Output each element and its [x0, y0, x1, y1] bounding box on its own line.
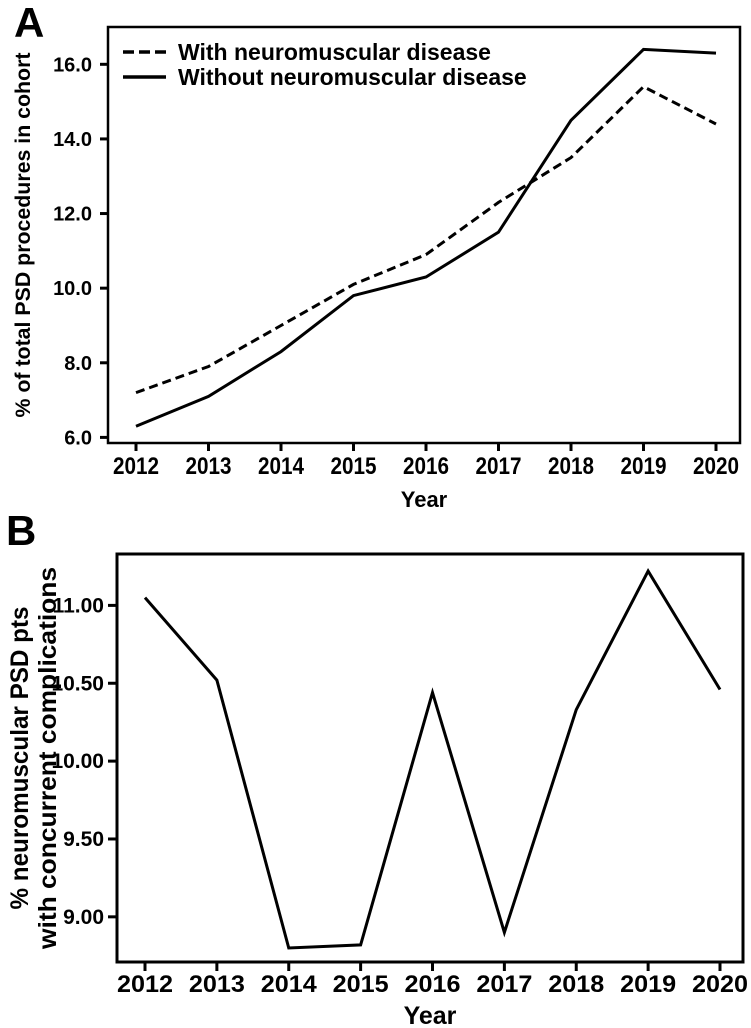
panel-b-y-tick-label: 10.50: [51, 672, 104, 695]
panel-b-x-tick-label: 2018: [548, 971, 604, 998]
panel-a-x-axis-title: Year: [401, 487, 448, 512]
panel-a-y-tick-label: 14.0: [53, 129, 92, 151]
panel-b-x-tick-label: 2015: [333, 971, 389, 998]
panel-a-x-tick-label: 2012: [113, 453, 159, 480]
panel-b-y-tick-label: 10.00: [51, 750, 104, 773]
panel-b-y-tick-label: 11.00: [53, 594, 104, 617]
panel-b-plot-box: [115, 552, 745, 964]
panel-a-x-tick-label: 2015: [331, 453, 377, 480]
panel-b-x-tick-label: 2013: [189, 971, 245, 998]
panel-a-y-axis-title: % of total PSD procedures in cohort: [12, 52, 35, 417]
panel-b-y-tick-label: 9.50: [63, 828, 104, 851]
panel-a-x-tick-label: 2019: [621, 453, 667, 480]
panel-a-x-tick-label: 2016: [403, 453, 449, 480]
panel-b-letter: B: [6, 507, 37, 554]
panel-b-x-tick-label: 2020: [692, 971, 748, 998]
panel-b-x-tick-label: 2012: [117, 971, 173, 998]
legend-label-without-neuromuscular-disease: Without neuromuscular disease: [178, 64, 527, 90]
panel-a-y-tick-label: 6.0: [64, 427, 92, 449]
panel-a-series-line-with-neuromuscular-disease: [135, 84, 717, 395]
panel-b-y-axis-title: with concurrent complications: [34, 567, 62, 950]
panel-a-y-tick-label: 12.0: [53, 204, 92, 226]
panel-b-y-tick-label: 9.00: [63, 906, 104, 929]
panel-b-x-tick-label: 2014: [261, 971, 318, 998]
panel-a-letter: A: [14, 0, 45, 46]
panel-a-x-tick-label: 2013: [186, 453, 232, 480]
panel-a-plot-box: [106, 25, 742, 445]
panel-a-x-tick-label: 2018: [548, 453, 594, 480]
panel-a-series-line-without-neuromuscular-disease: [135, 47, 717, 428]
panel-b-x-tick-label: 2019: [620, 971, 676, 998]
panel-a-y-tick-label: 16.0: [53, 54, 92, 76]
panel-a-y-tick-label: 8.0: [64, 353, 92, 375]
panel-a-x-tick-label: 2017: [476, 453, 522, 480]
panel-b-series-line-neuromuscular-psd-pts-with-concurrent-co: [143, 568, 722, 950]
panel-a-x-tick-label: 2020: [693, 453, 739, 480]
panel-a-chart: 6.0 8.0 10.0 12.0 14.0 16.0 2012 2013 2014 2015 20…: [12, 25, 742, 512]
panel-b-x-axis-title: Year: [404, 1002, 457, 1028]
panel-b-y-axis-title: % neuromuscular PSD pts: [6, 607, 34, 910]
panel-a-y-tick-label: 10.0: [53, 278, 92, 300]
panel-b-chart: 9.00 9.50 10.00 10.50 11.00 2012 2013 2014 2015 2…: [6, 552, 748, 1028]
legend-label-with-neuromuscular-disease: With neuromuscular disease: [178, 39, 491, 65]
panel-b-x-tick-label: 2016: [405, 971, 461, 998]
panel-a-x-tick-label: 2014: [258, 453, 305, 480]
panel-b-x-tick-label: 2017: [476, 971, 532, 998]
